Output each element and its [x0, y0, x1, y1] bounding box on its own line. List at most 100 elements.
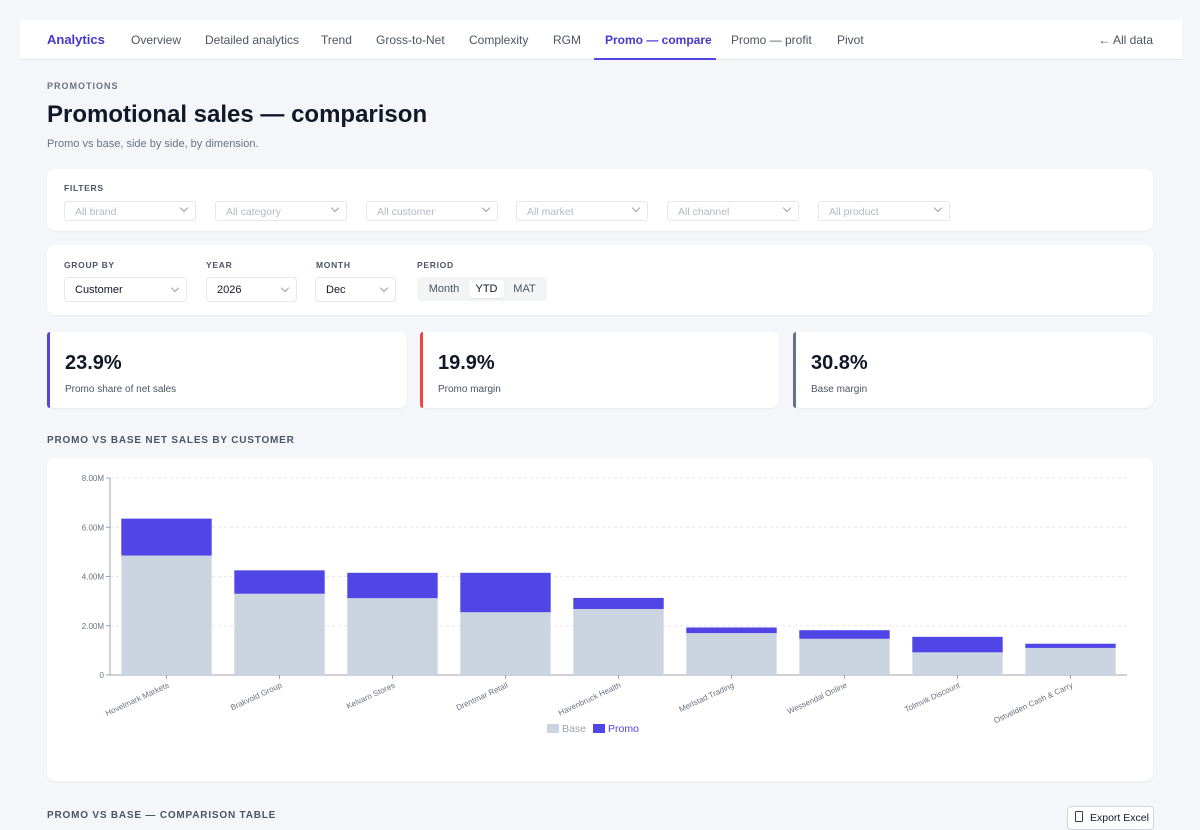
x-tick-label: Tolmvik Discount — [903, 680, 962, 714]
y-tick-label: 6.00M — [82, 523, 105, 532]
month-label: MONTH — [316, 260, 351, 270]
kpi-value: 19.9% — [438, 352, 495, 374]
bar-base — [121, 555, 212, 675]
export-excel-label: Export Excel — [1090, 812, 1149, 824]
group-by-label: GROUP BY — [64, 260, 115, 270]
stacked-bar-chart: 0 2.00M 4.00M 6.00M 8.00M Hovelmark Markets Br… — [82, 474, 1127, 735]
kpi-accent-bar — [793, 332, 796, 408]
chart-section-title: PROMO VS BASE NET SALES BY CUSTOMER — [47, 435, 295, 446]
bar-base — [460, 612, 551, 675]
year-label: YEAR — [206, 260, 233, 270]
tab-detailed-analytics[interactable]: Detailed analytics — [205, 33, 300, 47]
active-tab-indicator — [594, 58, 716, 60]
x-tick-label: Wessendal Online — [786, 680, 849, 716]
x-tick-label: Kelvarn Stores — [345, 681, 396, 711]
channel-filter[interactable]: All channel — [667, 201, 799, 221]
product-filter[interactable]: All product — [818, 201, 950, 221]
customer-filter-value: All customer — [377, 206, 435, 218]
period-mat-button[interactable]: MAT — [513, 283, 536, 295]
kpi-label: Promo margin — [438, 384, 501, 395]
arrow-left-icon: ← — [1098, 33, 1111, 47]
period-toggle: Month YTD MAT — [417, 277, 547, 301]
y-tick-label: 2.00M — [82, 622, 105, 631]
bar-promo — [1025, 643, 1116, 648]
kpi-card-promo-share: 23.9% Promo share of net sales — [47, 332, 407, 408]
kpi-label: Promo share of net sales — [65, 384, 177, 395]
tab-promo-compare[interactable]: Promo — compare — [605, 33, 712, 47]
tab-complexity[interactable]: Complexity — [469, 33, 529, 47]
bar-base — [686, 633, 777, 675]
chevron-down-icon — [179, 203, 189, 213]
legend-swatch-base — [547, 724, 559, 733]
bar-base — [1025, 647, 1116, 675]
bar-promo — [347, 572, 438, 599]
tab-promo-profit[interactable]: Promo — profit — [731, 33, 812, 47]
file-excel-icon — [1075, 811, 1083, 822]
x-tick-label: Brakvold Group — [229, 680, 284, 712]
table-section-title: PROMO VS BASE — COMPARISON TABLE — [47, 810, 277, 821]
tab-rgm[interactable]: RGM — [553, 33, 581, 47]
tab-overview[interactable]: Overview — [131, 33, 182, 47]
kpi-accent-bar — [420, 332, 423, 408]
chart-card: 0 2.00M 4.00M 6.00M 8.00M Hovelmark Markets Br… — [47, 458, 1153, 781]
chevron-down-icon — [933, 203, 943, 213]
month-select[interactable]: Dec — [315, 277, 396, 302]
kpi-label: Base margin — [811, 384, 868, 395]
bar-base — [347, 598, 438, 675]
top-nav: Analytics Overview Detailed analytics Tr… — [20, 20, 1182, 60]
y-tick-label: 4.00M — [82, 573, 105, 582]
export-excel-button[interactable]: Export Excel — [1067, 806, 1154, 830]
tab-pivot[interactable]: Pivot — [837, 33, 864, 47]
customer-filter[interactable]: All customer — [366, 201, 498, 221]
bar-promo — [234, 570, 325, 594]
bar-base — [912, 652, 1003, 675]
year-select[interactable]: 2026 — [206, 277, 297, 302]
chevron-down-icon — [379, 283, 389, 293]
period-ytd-button[interactable]: YTD — [469, 280, 504, 298]
all-data-link[interactable]: ← All data — [1098, 33, 1153, 47]
market-filter-value: All market — [527, 206, 574, 218]
year-value: 2026 — [217, 284, 242, 296]
nav-brand[interactable]: Analytics — [47, 32, 105, 47]
tab-gross-to-net[interactable]: Gross-to-Net — [376, 33, 445, 47]
bar-promo — [799, 630, 890, 639]
legend-label-promo: Promo — [608, 723, 639, 735]
group-by-select[interactable]: Customer — [64, 277, 187, 302]
controls-card: GROUP BY Customer YEAR 2026 MONTH Dec PE… — [47, 245, 1153, 315]
product-filter-value: All product — [829, 206, 879, 218]
legend-swatch-promo — [593, 724, 605, 733]
bar-promo — [573, 597, 664, 610]
bar-base — [799, 638, 890, 675]
bar-promo — [686, 627, 777, 634]
x-tick-label: Hovelmark Markets — [104, 681, 170, 718]
chevron-down-icon — [330, 203, 340, 213]
legend-label-base: Base — [562, 723, 586, 735]
bar-promo — [121, 518, 212, 556]
x-tick-label: Ostvelden Cash & Carry — [992, 681, 1074, 726]
chevron-down-icon — [170, 283, 180, 293]
chevron-down-icon — [280, 283, 290, 293]
bar-base — [234, 593, 325, 675]
chevron-down-icon — [481, 203, 491, 213]
kpi-card-base-margin: 30.8% Base margin — [793, 332, 1153, 408]
y-tick-label: 0 — [100, 671, 105, 680]
tab-trend[interactable]: Trend — [321, 33, 352, 47]
page-title: Promotional sales — comparison — [47, 101, 428, 128]
period-label: PERIOD — [417, 260, 454, 270]
bar-promo — [912, 636, 1003, 653]
page-eyebrow: PROMOTIONS — [47, 81, 119, 91]
category-filter[interactable]: All category — [215, 201, 347, 221]
kpi-accent-bar — [47, 332, 50, 408]
kpi-value: 30.8% — [811, 352, 868, 374]
category-filter-value: All category — [226, 206, 281, 218]
chevron-down-icon — [631, 203, 641, 213]
filters-label: FILTERS — [64, 183, 104, 193]
x-tick-label: Merlstad Trading — [678, 681, 736, 714]
y-tick-label: 8.00M — [82, 474, 105, 483]
kpi-value: 23.9% — [65, 352, 122, 374]
bar-base — [573, 609, 664, 675]
brand-filter[interactable]: All brand — [64, 201, 196, 221]
period-month-button[interactable]: Month — [428, 283, 460, 295]
x-tick-label: Drentmar Retail — [455, 681, 510, 713]
market-filter[interactable]: All market — [516, 201, 648, 221]
